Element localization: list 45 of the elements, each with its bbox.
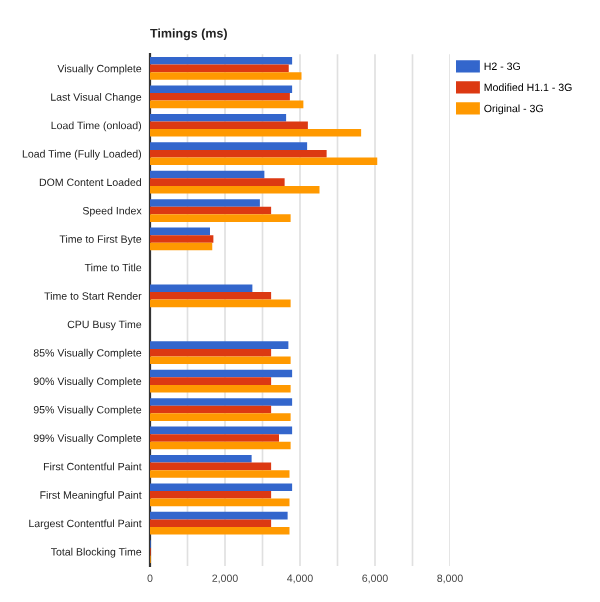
- bar: [150, 377, 272, 385]
- bar: [150, 178, 285, 186]
- bar: [150, 235, 214, 243]
- bar: [150, 491, 272, 499]
- bar: [150, 72, 302, 80]
- bar: [150, 519, 272, 528]
- bar: [150, 369, 293, 378]
- bar: [150, 64, 289, 73]
- bar: [150, 121, 308, 130]
- bar: [150, 292, 272, 300]
- bar: [150, 455, 252, 463]
- bar: [150, 85, 293, 94]
- bar: [150, 199, 260, 207]
- bar: [150, 299, 291, 308]
- bar: [150, 483, 293, 492]
- bar: [150, 227, 210, 236]
- bar: [150, 57, 293, 65]
- bar: [150, 93, 290, 101]
- bar: [150, 214, 291, 222]
- bar: [150, 157, 378, 166]
- bar: [150, 384, 291, 393]
- bar: [150, 113, 287, 122]
- bar: [150, 100, 304, 109]
- bar: [150, 527, 290, 535]
- bar: [150, 170, 265, 179]
- bar: [150, 341, 289, 349]
- bar: [150, 129, 362, 137]
- bar: [150, 284, 253, 293]
- bar: [150, 185, 320, 194]
- bar: [150, 426, 293, 435]
- bar: [150, 149, 327, 158]
- bar: [150, 441, 291, 450]
- bar: [150, 413, 291, 421]
- bar: [150, 498, 290, 507]
- bar: [150, 434, 279, 442]
- bar: [150, 405, 272, 414]
- bar: [150, 206, 272, 215]
- bar: [150, 348, 272, 357]
- bar: [150, 356, 291, 365]
- bar: [150, 142, 308, 150]
- bar: [150, 462, 272, 471]
- bar: [150, 242, 213, 251]
- bar: [150, 470, 290, 478]
- bar: [150, 398, 293, 406]
- bar: [150, 511, 288, 520]
